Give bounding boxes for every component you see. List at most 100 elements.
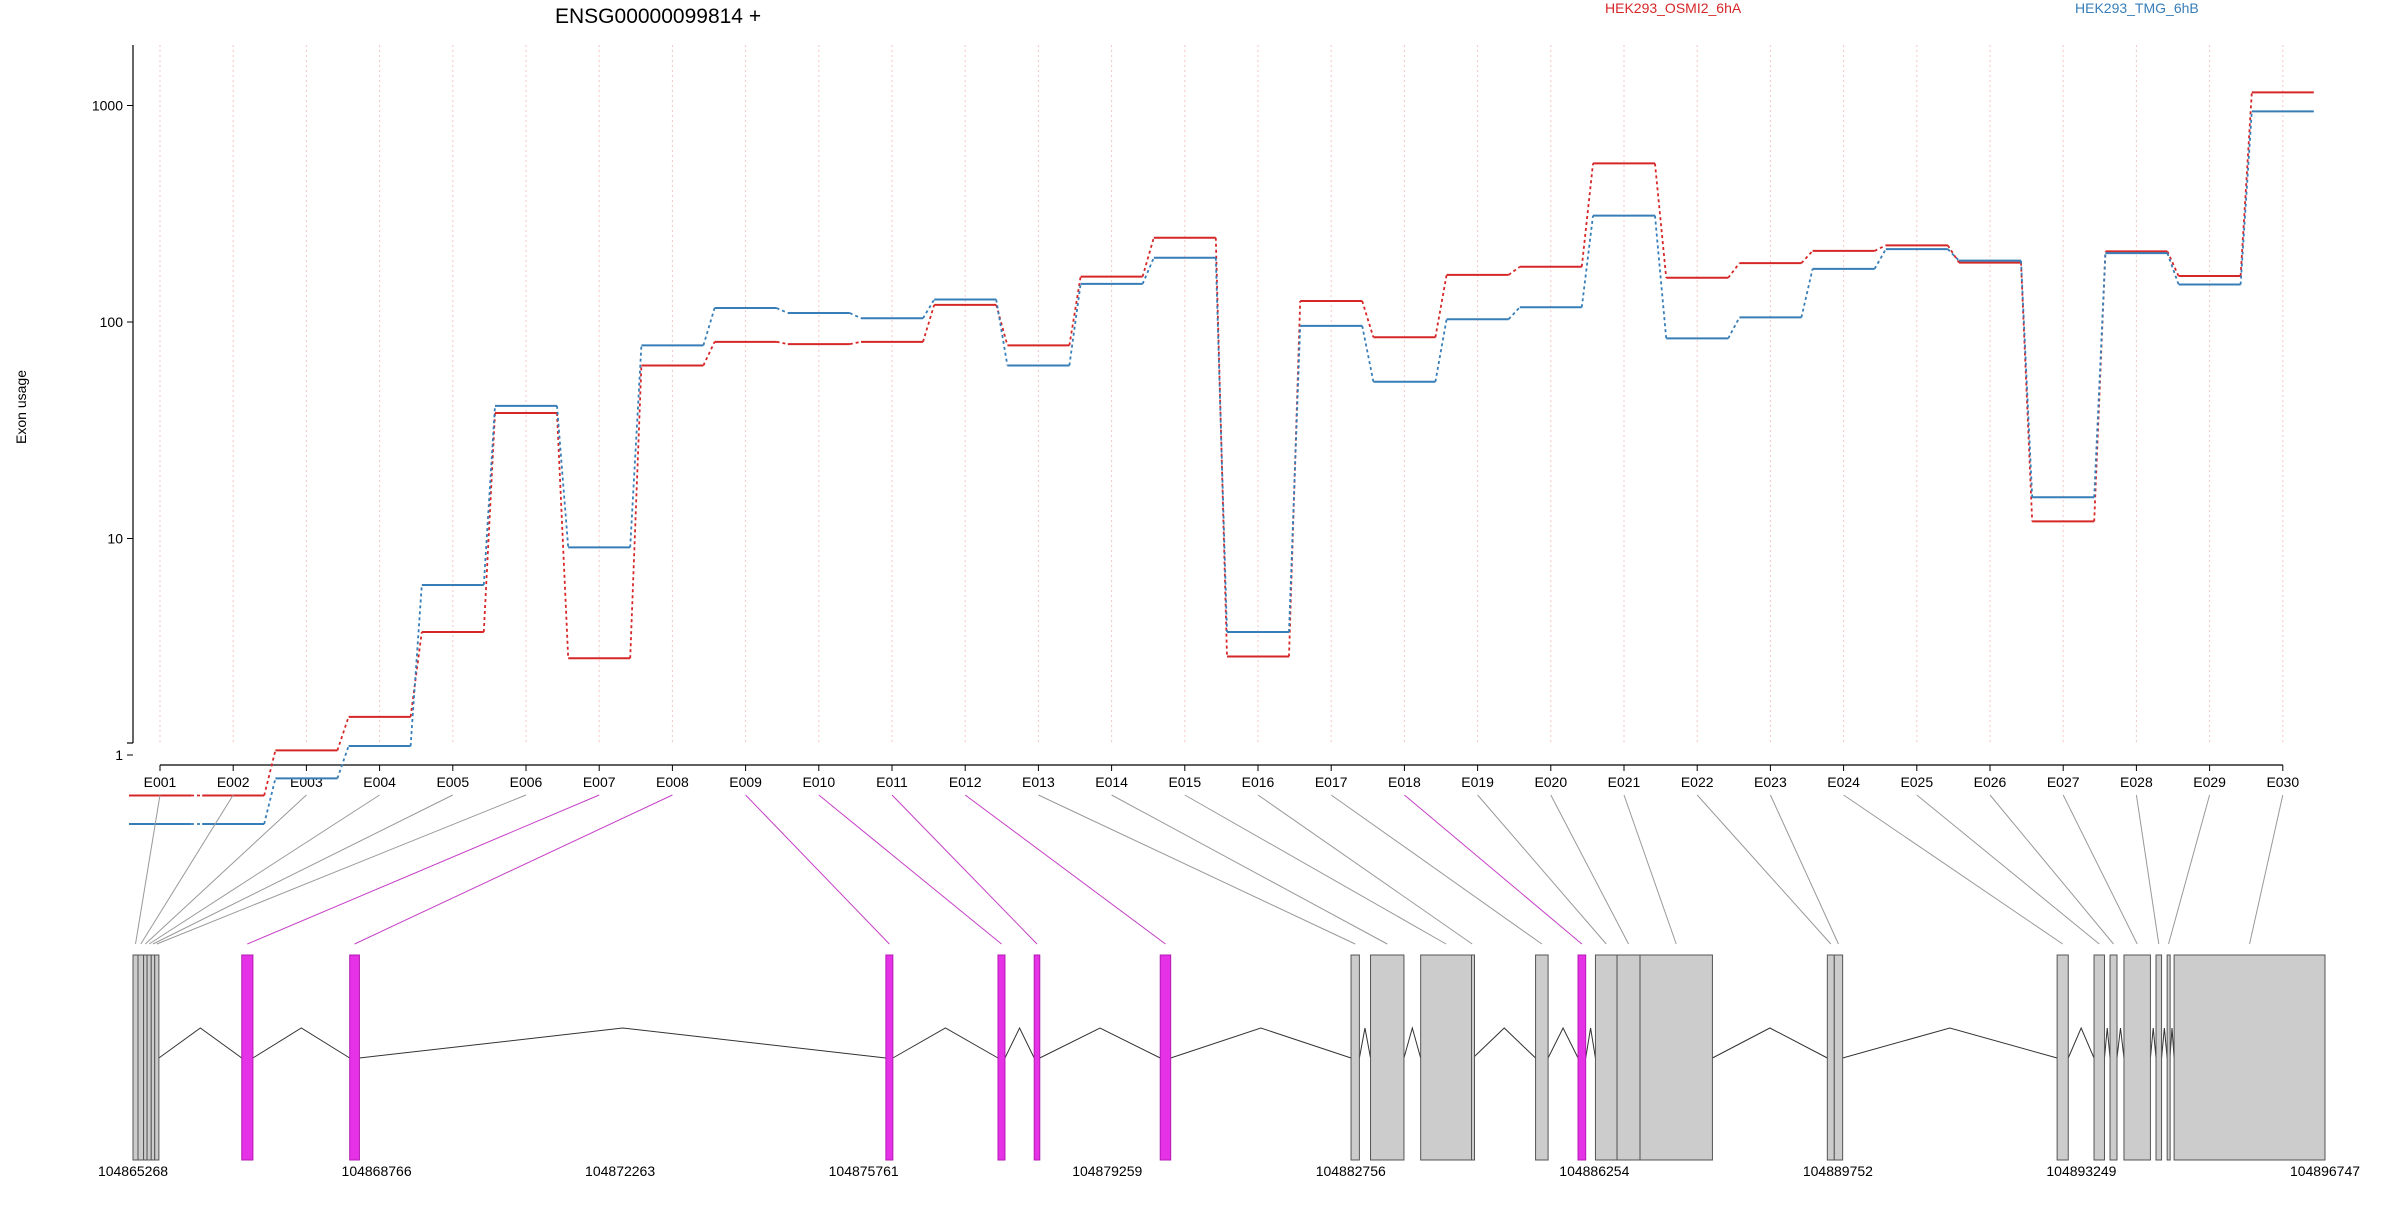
axes: 1 10 100 1000 E001 E002 E003 E004 E005 E006 E007 E0…: [92, 45, 2299, 790]
exon-connector-line: [745, 794, 890, 945]
exon-box: [241, 954, 254, 1161]
intron-line: [2161, 1027, 2168, 1059]
intron-line: [2116, 1027, 2125, 1059]
exon-connector-line: [1623, 794, 1677, 945]
data-connector: [922, 304, 936, 343]
x-tick-label: E016: [1242, 774, 1275, 790]
exon-box: [1594, 954, 1618, 1161]
exon-box: [1033, 954, 1041, 1161]
intron-line: [252, 1027, 350, 1059]
x-tick-label: E002: [217, 774, 250, 790]
data-connector: [336, 745, 350, 779]
intron-line: [359, 1027, 886, 1059]
exon-connector-line: [1916, 794, 2100, 945]
x-tick-label: E026: [1974, 774, 2007, 790]
x-tick-label: E014: [1095, 774, 1128, 790]
x-tick-label: E019: [1461, 774, 1494, 790]
gene-model: 104865268 104868766 104872263 104875761 1048…: [98, 954, 2360, 1179]
data-connector: [1141, 257, 1155, 285]
x-tick-label: E007: [583, 774, 616, 790]
exon-connector-line: [2249, 794, 2284, 945]
genomic-coordinate-label: 104865268: [98, 1163, 168, 1179]
exon-connector-line: [1843, 794, 2063, 945]
data-connector: [702, 307, 716, 346]
data-connector: [2239, 111, 2253, 285]
x-tick-label: E009: [729, 774, 762, 790]
data-connector: [2239, 92, 2253, 277]
x-tick-label: E017: [1315, 774, 1348, 790]
x-tick-label: E023: [1754, 774, 1787, 790]
exon-connector-line: [1769, 794, 1839, 945]
exon-connector-line: [1111, 794, 1388, 945]
genomic-coordinate-label: 104893249: [2046, 1163, 2116, 1179]
intron-line: [158, 1027, 243, 1059]
exon-connector-line: [1330, 794, 1543, 945]
data-connector: [1580, 215, 1594, 308]
intron-line: [1039, 1027, 1161, 1059]
exon-box: [885, 954, 894, 1161]
data-connector: [1361, 300, 1375, 338]
exon-box: [1535, 954, 1549, 1161]
x-tick-label: E001: [144, 774, 177, 790]
data-connector: [1727, 262, 1741, 279]
x-tick-label: E025: [1900, 774, 1933, 790]
exon-connector-line: [818, 794, 1002, 945]
exon-connector-line: [1038, 794, 1356, 945]
data-connector: [629, 345, 643, 548]
exon-connector-line: [1257, 794, 1473, 945]
exon-connector-line: [2062, 794, 2138, 945]
data-connector: [2093, 253, 2107, 498]
data-connector: [1654, 215, 1668, 339]
y-tick-label: 10: [107, 531, 123, 547]
exon-connector-line: [152, 794, 454, 945]
x-tick-label: E012: [949, 774, 982, 790]
data-connector: [1434, 274, 1448, 338]
y-tick-label: 1000: [92, 98, 123, 114]
x-tick-label: E018: [1388, 774, 1421, 790]
exon-connector-line: [1477, 794, 1607, 945]
exon-connector-line: [247, 794, 600, 945]
x-tick-label: E010: [802, 774, 835, 790]
exon-connector-line: [148, 794, 380, 945]
x-tick-label: E006: [510, 774, 543, 790]
exon-connector-line: [1696, 794, 1832, 945]
exon-box: [349, 954, 360, 1161]
exon-box: [1826, 954, 1835, 1161]
data-connector: [1507, 306, 1521, 320]
exon-connectors: [135, 794, 2284, 945]
data-connector: [629, 365, 643, 659]
exon-box: [132, 954, 139, 1161]
genomic-coordinate-label: 104882756: [1316, 1163, 1386, 1179]
x-tick-label: E013: [1022, 774, 1055, 790]
data-connector: [336, 716, 350, 751]
exon-box: [146, 954, 152, 1161]
legend-entry-tmg: HEK293_TMG_6hB: [2075, 0, 2199, 16]
data-connector: [776, 307, 789, 314]
data-connector: [1434, 319, 1448, 382]
data-connector: [1508, 266, 1521, 276]
data-connector: [922, 299, 935, 319]
data-connector: [1288, 325, 1302, 633]
exon-box: [150, 954, 156, 1161]
exon-box: [137, 954, 145, 1161]
data-connector: [1654, 163, 1668, 278]
intron-line: [1004, 1026, 1035, 1059]
data-connector: [1141, 237, 1155, 277]
data-connector: [1214, 237, 1228, 657]
x-tick-label: E015: [1168, 774, 1201, 790]
exon-box: [1370, 954, 1405, 1161]
intron-line: [1403, 1026, 1422, 1059]
exon-connector-line: [135, 794, 161, 945]
data-connector: [1214, 257, 1228, 633]
legend-entry-osmi2: HEK293_OSMI2_6hA: [1605, 0, 1742, 16]
x-tick-label: E030: [2266, 774, 2299, 790]
exon-box: [1470, 954, 1475, 1161]
exon-box: [2123, 954, 2151, 1161]
exon-connector-line: [144, 794, 307, 945]
x-tick-label: E004: [363, 774, 396, 790]
intron-line: [1585, 1027, 1596, 1059]
exon-box: [1420, 954, 1472, 1161]
data-connector: [849, 312, 862, 320]
intron-line: [892, 1027, 999, 1059]
